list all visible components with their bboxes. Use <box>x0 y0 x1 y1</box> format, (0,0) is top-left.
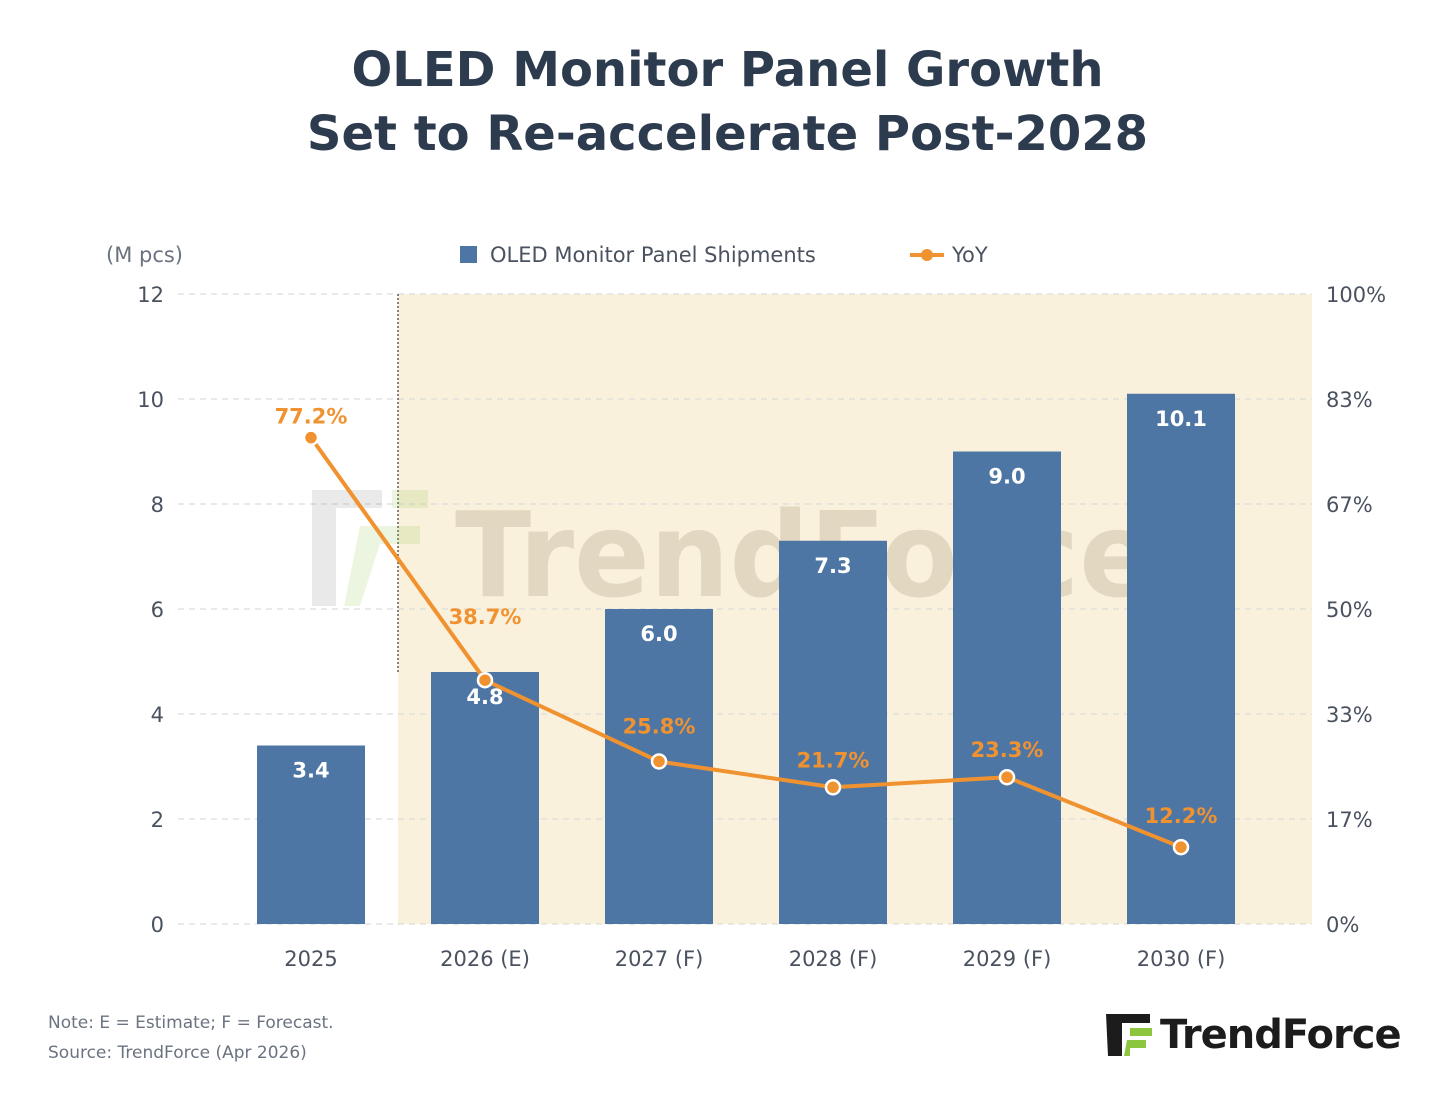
legend-line-marker <box>921 249 933 261</box>
bar <box>953 451 1061 924</box>
y2-tick-label: 33% <box>1326 703 1373 727</box>
bar-value-label: 10.1 <box>1155 407 1207 431</box>
legend-bar-label: OLED Monitor Panel Shipments <box>490 243 816 267</box>
source-text: Source: TrendForce (Apr 2026) <box>48 1043 307 1063</box>
bar <box>431 672 539 924</box>
bar <box>1127 393 1235 924</box>
yoy-line <box>309 436 1182 849</box>
title-line-1: OLED Monitor Panel Growth <box>351 42 1104 98</box>
bar-value-label: 3.4 <box>292 759 329 783</box>
x-tick-label: 2025 <box>284 947 337 971</box>
yoy-value-label: 12.2% <box>1145 804 1218 828</box>
bar-value-label: 6.0 <box>640 622 677 646</box>
y2-tick-label: 100% <box>1326 283 1386 307</box>
yoy-value-label: 38.7% <box>449 605 522 629</box>
y2-tick-label: 83% <box>1326 388 1373 412</box>
y2-tick-label: 0% <box>1326 913 1359 937</box>
watermark-icon <box>312 490 382 606</box>
y-tick-label: 6 <box>151 598 164 622</box>
trendforce-logo-icon <box>1106 1014 1152 1056</box>
x-tick-label: 2030 (F) <box>1137 947 1226 971</box>
yoy-point <box>650 753 668 770</box>
y2-tick-label: 50% <box>1326 598 1373 622</box>
bar <box>779 540 887 924</box>
bar-value-label: 9.0 <box>988 465 1025 489</box>
note-text: Note: E = Estimate; F = Forecast. <box>48 1013 334 1033</box>
x-tick-label: 2026 (E) <box>440 947 530 971</box>
watermark-icon-accent <box>392 490 428 508</box>
bar-value-label: 4.8 <box>466 685 503 709</box>
yoy-value-label: 21.7% <box>797 748 870 772</box>
bar-value-label: 7.3 <box>814 554 851 578</box>
y-tick-label: 2 <box>151 808 164 832</box>
y-tick-label: 12 <box>137 283 164 307</box>
x-tick-label: 2027 (F) <box>615 947 704 971</box>
y2-tick-label: 67% <box>1326 493 1373 517</box>
logo-text: TrendForce <box>1160 1012 1402 1058</box>
chart: TrendForce3.44.86.07.39.010.177.2%38.7%2… <box>106 243 1386 971</box>
legend-bar-swatch <box>460 246 477 263</box>
y-tick-label: 8 <box>151 493 164 517</box>
x-tick-label: 2028 (F) <box>789 947 878 971</box>
chart-title: OLED Monitor Panel Growth Set to Re-acce… <box>0 38 1455 166</box>
bar <box>257 745 365 924</box>
yoy-value-label: 25.8% <box>623 714 696 738</box>
y-tick-label: 10 <box>137 388 164 412</box>
yoy-point <box>998 768 1016 786</box>
yoy-value-label: 77.2% <box>275 405 348 429</box>
title-line-2: Set to Re-accelerate Post-2028 <box>306 106 1149 162</box>
chart-notes: Note: E = Estimate; F = Forecast. Source… <box>48 1008 334 1068</box>
x-tick-label: 2029 (F) <box>963 947 1052 971</box>
y-tick-label: 0 <box>151 913 164 937</box>
legend-line-label: YoY <box>951 243 988 267</box>
yoy-point <box>302 429 320 446</box>
trendforce-logo: TrendForce <box>1106 1012 1402 1058</box>
y-axis-unit-label: (M pcs) <box>106 243 183 267</box>
yoy-point <box>476 671 494 689</box>
yoy-point <box>1172 838 1190 856</box>
yoy-point <box>824 779 842 796</box>
watermark-icon-accent <box>344 526 420 606</box>
yoy-value-label: 23.3% <box>971 738 1044 762</box>
y-tick-label: 4 <box>151 703 164 727</box>
y2-tick-label: 17% <box>1326 808 1373 832</box>
